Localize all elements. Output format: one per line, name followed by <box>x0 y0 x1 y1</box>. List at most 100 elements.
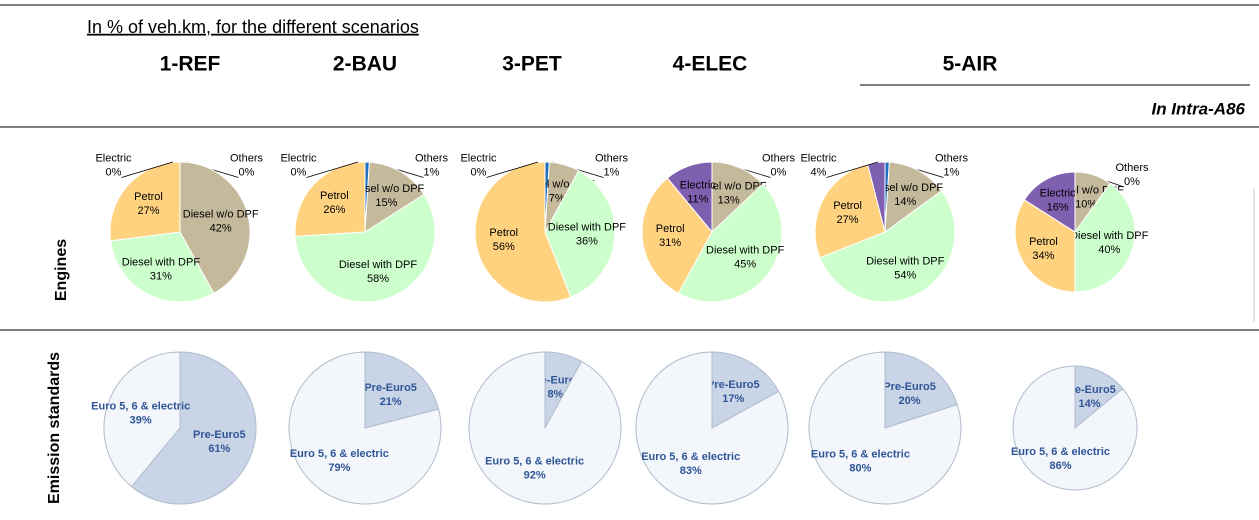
slice-value: 16% <box>1047 201 1069 213</box>
slice-value: 45% <box>734 259 756 271</box>
slice-label: Petrol <box>1029 236 1058 248</box>
pie-slice <box>641 177 713 295</box>
slice-label: Diesel with DPF <box>548 222 627 234</box>
slice-label: Others <box>1115 162 1149 174</box>
slice-value: 4% <box>811 166 827 178</box>
pie-slice <box>130 351 257 505</box>
slice-label: Pre-Euro5 <box>707 379 760 391</box>
slice-value: 15% <box>375 197 397 209</box>
scenario-header: 4-ELEC <box>673 53 748 76</box>
slice-value: 0% <box>106 166 122 178</box>
slice-value: 10% <box>1075 199 1097 211</box>
pie-slice <box>179 161 251 295</box>
slice-label: Others <box>595 152 629 164</box>
pie-slice <box>884 161 943 234</box>
slice-label: Electric <box>460 152 497 164</box>
slice-value: 27% <box>837 214 859 226</box>
slice-value: 7% <box>549 193 565 205</box>
slice-label: Electric <box>1040 187 1077 199</box>
slice-value: 1% <box>424 166 440 178</box>
pie-slice <box>1074 365 1124 430</box>
slice-value: 0% <box>291 166 307 178</box>
pie-slice <box>1012 365 1138 491</box>
slice-label: Pre-Euro5 <box>364 382 417 394</box>
pie-slice <box>1023 171 1076 233</box>
slice-label: Others <box>762 152 796 164</box>
slice-label: Pre-Euro5 <box>1063 384 1116 396</box>
slice-label: Electric <box>95 152 132 164</box>
scenario-header: 5-AIR <box>943 53 998 76</box>
scenario-header: 3-PET <box>502 53 562 76</box>
slice-label: Diesel with DPF <box>706 245 785 257</box>
slice-value: 8% <box>547 388 563 400</box>
pie-slice <box>635 351 789 505</box>
slice-value: 56% <box>493 241 515 253</box>
pie-slice <box>808 351 962 505</box>
slice-label: Electric <box>280 152 317 164</box>
slice-label: Diesel with DPF <box>122 256 201 268</box>
pie-slice <box>711 161 764 234</box>
slice-label: Euro 5, 6 & electric <box>811 449 910 461</box>
slice-value: 1% <box>604 166 620 178</box>
pie-slice <box>109 231 215 303</box>
slice-value: 14% <box>894 196 916 208</box>
slice-value: 42% <box>210 222 232 234</box>
slice-label: Euro 5, 6 & electric <box>1011 446 1110 458</box>
slice-label: Petrol <box>656 223 685 235</box>
slice-label: Electric <box>800 152 837 164</box>
slice-value: 83% <box>680 465 702 477</box>
pie-slice <box>294 193 436 303</box>
slice-label: Others <box>230 152 264 164</box>
scenario-header: 2-BAU <box>333 53 397 76</box>
slice-label: Diesel w/o DPF <box>867 182 943 194</box>
slice-label: Euro 5, 6 & electric <box>290 448 389 460</box>
leader-line <box>121 161 174 178</box>
note: In Intra-A86 <box>1151 99 1245 118</box>
slice-value: 17% <box>722 393 744 405</box>
scenario-header: 1-REF <box>160 53 221 76</box>
slice-label: Diesel with DPF <box>1070 230 1149 242</box>
slice-value: 26% <box>323 204 345 216</box>
slice-value: 0% <box>239 166 255 178</box>
pie-slice <box>711 351 780 429</box>
slice-value: 39% <box>130 415 152 427</box>
slice-value: 61% <box>208 443 230 455</box>
slice-value: 79% <box>328 462 350 474</box>
slice-label: Euro 5, 6 & electric <box>91 401 190 413</box>
slice-value: 80% <box>849 463 871 475</box>
slice-value: 54% <box>894 270 916 282</box>
slice-value: 1% <box>944 166 960 178</box>
leader-line <box>826 161 879 178</box>
slice-value: 86% <box>1049 460 1071 472</box>
pie-slice <box>544 169 616 298</box>
pie-slice <box>288 351 442 505</box>
pie-slice <box>364 351 440 429</box>
slice-label: Diesel w/o DPF <box>183 208 259 220</box>
slice-label: Others <box>415 152 449 164</box>
slice-label: Petrol <box>833 200 862 212</box>
pie-slice <box>884 351 958 429</box>
row-label: Emission standards <box>46 352 63 504</box>
slice-label: Petrol <box>320 190 349 202</box>
slice-value: 40% <box>1098 244 1120 256</box>
slice-label: Euro 5, 6 & electric <box>485 455 584 467</box>
slice-value: 92% <box>524 469 546 481</box>
slice-value: 0% <box>471 166 487 178</box>
slice-value: 0% <box>1124 176 1140 188</box>
slice-value: 14% <box>1079 398 1101 410</box>
slice-value: 31% <box>150 270 172 282</box>
slice-value: 0% <box>771 166 787 178</box>
slice-label: Others <box>935 152 969 164</box>
slice-value: 34% <box>1032 250 1054 262</box>
caption: In % of veh.km, for the different scenar… <box>87 17 419 37</box>
slice-label: Pre-Euro5 <box>883 381 936 393</box>
leader-line <box>306 161 359 178</box>
slice-value: 20% <box>899 395 921 407</box>
slice-label: Electric <box>680 179 717 191</box>
pie-slice <box>819 190 956 303</box>
pie-slice <box>814 163 886 259</box>
slice-value: 58% <box>367 273 389 285</box>
slice-label: Pre-Euro5 <box>193 429 246 441</box>
slice-value: 36% <box>576 236 598 248</box>
slice-label: Petrol <box>134 191 163 203</box>
